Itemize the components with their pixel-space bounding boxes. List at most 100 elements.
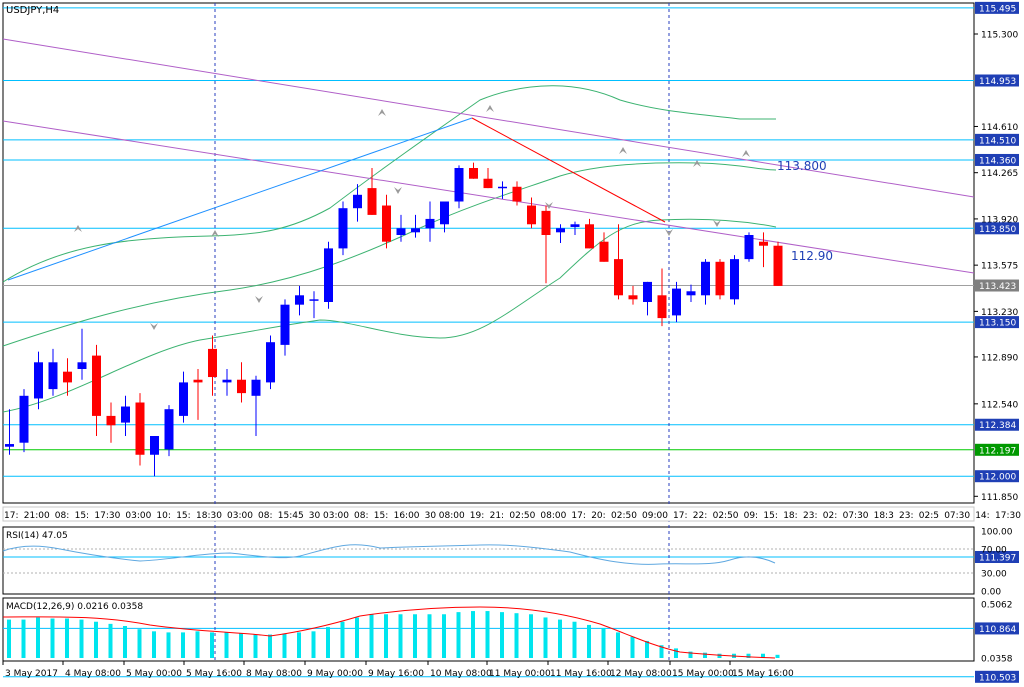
price-box-label: 115.495	[979, 4, 1016, 14]
trendline-up	[7, 117, 473, 281]
macd-histogram-bar	[166, 632, 171, 658]
fractal-up-arrow	[486, 105, 494, 112]
macd-signal-line	[2, 606, 776, 659]
macd-histogram-bar	[137, 629, 142, 658]
price-box-label: 110.864	[979, 625, 1016, 635]
candle-body-bear	[63, 371, 72, 383]
time-tick-label: 4 May 08:00	[65, 669, 121, 679]
price-box	[975, 153, 1019, 166]
macd-histogram-bar	[558, 619, 562, 658]
candle-body-bull	[251, 379, 261, 396]
price-box	[975, 1, 1019, 14]
candle-body-bear	[237, 379, 246, 394]
session-strip-text: 21:00	[24, 511, 50, 521]
session-strip-text: 30	[309, 511, 321, 521]
macd-histogram-bar	[630, 636, 635, 658]
candle-body-bull	[396, 228, 406, 235]
candle-body-bear	[483, 178, 493, 189]
price-box	[975, 470, 1019, 483]
time-tick-label: 3 May 2017	[5, 669, 58, 679]
session-strip-text: 03:00	[227, 511, 253, 521]
macd-histogram-bar	[195, 631, 200, 658]
price-level-boxes: 115.495 114.953 114.510 114.360 113.850 113.4…	[975, 1, 1019, 683]
price-box-label: 114.510	[979, 136, 1016, 146]
session-strip-frame	[2, 506, 975, 522]
price-box	[975, 316, 1019, 329]
macd-histogram-bar	[645, 640, 649, 658]
candle-body-bear	[527, 205, 536, 225]
macd-histogram-bar	[282, 633, 287, 658]
price-box-label: 113.423	[979, 282, 1016, 292]
session-strip-text: 08:00	[540, 511, 566, 521]
price-tick-label: 114.265	[981, 169, 1018, 179]
session-strip-text: 07:30	[944, 511, 970, 521]
session-strip-text: 07:30	[843, 511, 869, 521]
price-tick-label: 113.575	[981, 262, 1018, 272]
candle-body-bull	[672, 288, 681, 316]
macd-histogram-bar	[616, 632, 620, 658]
candle-body-bull	[266, 342, 275, 383]
candle-body-bull	[150, 436, 159, 455]
fractal-down-arrow	[713, 220, 721, 227]
price-tick-label: 115.300	[981, 31, 1018, 41]
candle-body-bull	[179, 382, 188, 416]
fractal-up-arrow	[211, 230, 219, 237]
price-box-label: 113.150	[979, 319, 1016, 329]
fractal-markers	[74, 105, 750, 330]
fractal-down-arrow	[665, 229, 673, 236]
candle-body-bull	[77, 362, 87, 369]
macd-title: MACD(12,26,9) 0.0216 0.0358	[6, 602, 143, 612]
session-strip-text: 15:	[75, 511, 89, 521]
macd-histogram-bar	[427, 614, 432, 658]
macd-histogram-bar	[239, 633, 243, 658]
macd-histogram-bar	[369, 614, 374, 658]
time-tick-label: 15 May 00:00	[672, 669, 734, 679]
macd-histogram-bar	[746, 653, 751, 658]
candle-body-bear	[541, 210, 551, 235]
price-box-label: 114.360	[979, 156, 1016, 166]
macd-histogram-bar	[500, 612, 504, 658]
session-strip-text: 17:30	[94, 511, 120, 521]
macd-histogram-bar	[543, 617, 548, 658]
macd-histogram-bar	[587, 624, 591, 658]
time-tick-label: 8 May 08:00	[246, 669, 302, 679]
macd-histogram-bar	[384, 614, 388, 658]
session-strip-text: 08:	[55, 511, 69, 521]
time-tick-label: 12 May 08:00	[610, 669, 672, 679]
candle-body-bear	[92, 355, 101, 416]
bollinger-lower-band	[2, 218, 777, 413]
macd-histogram-bar	[108, 623, 113, 658]
candles	[5, 162, 783, 477]
rsi-indicator: 100.00 70.00 30.00 0.00	[2, 528, 1013, 598]
candle-body-bull	[280, 304, 290, 345]
candle-body-bull	[744, 235, 754, 260]
candle-body-bear	[208, 348, 217, 378]
time-tick-label: 10 May 08:00	[430, 669, 492, 679]
macd-histogram-bar	[340, 621, 345, 658]
candle-body-bull	[701, 261, 710, 296]
rsi-line	[2, 544, 776, 565]
session-strip-text: 14:	[975, 511, 989, 521]
rsi-title: RSI(14) 47.05	[6, 531, 68, 541]
macd-histogram-bar	[485, 611, 490, 658]
fractal-up-arrow	[619, 147, 627, 154]
macd-indicator: 0.5062 0.0358	[2, 601, 1013, 665]
session-strip-text: 08:00	[439, 511, 465, 521]
rsi-axis-label: 100.00	[981, 528, 1013, 538]
session-strip-text: 03:00	[323, 511, 349, 521]
macd-histogram-bar	[456, 612, 461, 658]
trendline-down	[471, 117, 666, 223]
macd-histogram-bar	[326, 627, 330, 658]
time-tick-label: 5 May 16:00	[186, 669, 242, 679]
fractal-down-arrow	[255, 296, 263, 303]
candle-body-bear	[367, 188, 377, 215]
price-axis: 115.300 114.610 114.265 113.920 113.575 113.2…	[974, 31, 1018, 503]
session-strip-text: 20:	[591, 511, 605, 521]
candle-body-bear	[628, 295, 638, 300]
fractal-up-arrow	[693, 160, 701, 167]
candle-body-bear	[759, 241, 768, 246]
macd-histogram-bar	[36, 617, 40, 658]
candle-body-bull	[324, 248, 333, 302]
